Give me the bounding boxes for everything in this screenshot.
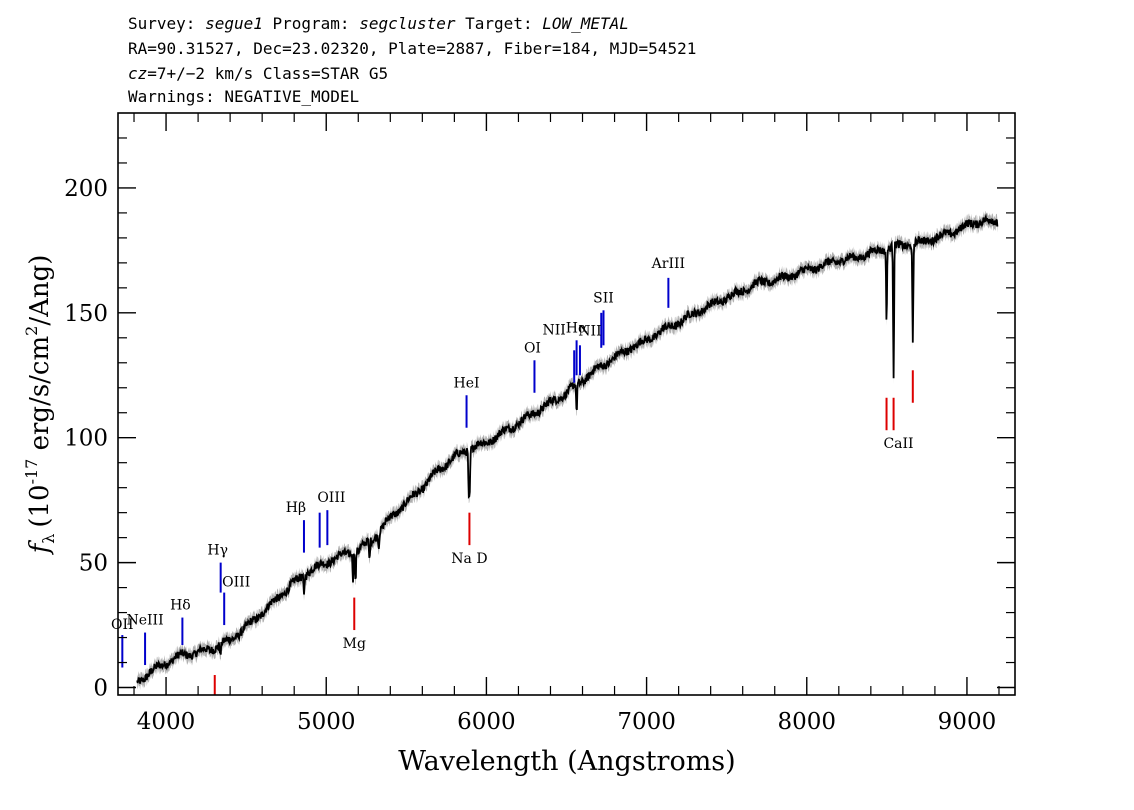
y-label-sub: λ	[39, 534, 58, 544]
x-axis-label: Wavelength (Angstroms)	[398, 746, 735, 777]
x-tick-label: 4000	[137, 709, 196, 735]
emission-line-label: NII	[543, 322, 566, 338]
y-label-part-c: /Ang)	[25, 255, 55, 326]
absorption-line-label: Na D	[451, 551, 487, 567]
emission-line-label: SII	[593, 290, 614, 306]
x-tick-label: 6000	[457, 709, 516, 735]
emission-line-label: OIII	[317, 490, 345, 506]
x-tick-label: 5000	[297, 709, 356, 735]
y-label-part-a: (10	[25, 484, 55, 527]
plot-frame	[117, 112, 1016, 696]
emission-line-label: HeI	[454, 375, 480, 391]
x-tick-label: 8000	[777, 709, 836, 735]
emission-line-label: Hα	[566, 320, 588, 336]
program-value: segcluster	[359, 14, 456, 33]
emission-line-label: OIII	[222, 575, 250, 591]
emission-line-label: ArIII	[651, 256, 685, 272]
axis-ticks: 4000 5000 6000 7000 8000 9000 0 50 100 150 200	[64, 113, 1015, 735]
survey-value: segue1	[205, 14, 263, 33]
emission-line-label: OII	[111, 617, 134, 633]
y-tick-label: 0	[93, 676, 108, 702]
y-axis-label: fλ(10-17 erg/s/cm2/Ang)	[22, 255, 58, 556]
emission-line-label: Hβ	[286, 500, 306, 516]
absorption-line-label: CaII	[883, 436, 913, 452]
x-tick-label: 9000	[938, 709, 997, 735]
error-band	[137, 210, 998, 690]
y-tick-label: 100	[64, 426, 108, 452]
emission-line-label: Hδ	[170, 598, 191, 614]
y-label-exp: -17	[22, 459, 41, 485]
emission-line-label: Hγ	[207, 543, 228, 559]
y-tick-label: 200	[64, 176, 108, 202]
header-warnings: Warnings: NEGATIVE_MODEL	[128, 87, 360, 106]
survey-label: Survey:	[128, 14, 206, 33]
header-line-2: RA=90.31527, Dec=23.02320, Plate=2887, F…	[128, 39, 697, 58]
target-value: LOW_METAL	[542, 14, 629, 33]
spectrum-layer	[136, 213, 999, 684]
cz-label: cz	[128, 64, 148, 83]
header-line-1: Survey: segue1 Program: segcluster Targe…	[128, 14, 629, 34]
y-tick-label: 150	[64, 301, 108, 327]
program-label: Program:	[262, 14, 360, 33]
x-tick-label: 7000	[617, 709, 676, 735]
header-line-3: cz=7+/−2 km/s Class=STAR G5	[128, 64, 388, 84]
y-tick-label: 50	[79, 551, 108, 577]
cz-value: =7+/−2 km/s Class=STAR G5	[147, 64, 389, 83]
target-label: Target:	[455, 14, 543, 33]
emission-line-label: OI	[524, 340, 541, 356]
error-band-area	[137, 210, 998, 690]
emission-line-label: NeIII	[126, 613, 163, 629]
emission-line-label: NII	[578, 323, 601, 339]
y-label-part-b: erg/s/cm	[25, 336, 55, 459]
y-label-exp2: 2	[22, 326, 41, 336]
spectrum-line	[136, 213, 999, 684]
absorption-line-label: Mg	[343, 636, 366, 652]
